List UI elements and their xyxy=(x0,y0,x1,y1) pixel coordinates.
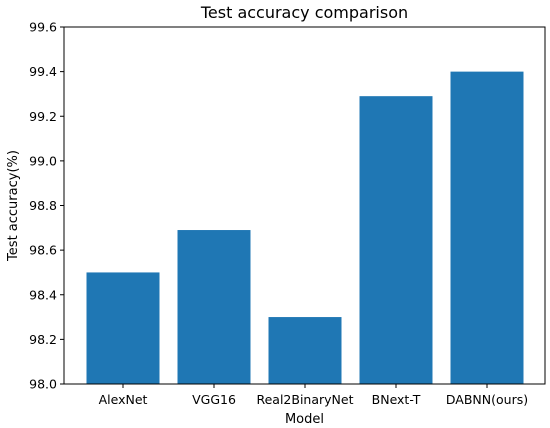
x-axis-ticks: AlexNet VGG16 Real2BinaryNet BNext-T DABNN(o… xyxy=(99,384,528,407)
y-tick-label: 99.0 xyxy=(29,153,57,168)
bar-dabnn-ours xyxy=(450,71,524,384)
chart-title: Test accuracy comparison xyxy=(200,3,408,22)
bar-alexnet xyxy=(86,272,160,384)
y-tick-label: 98.6 xyxy=(29,243,57,258)
x-tick-label: DABNN(ours) xyxy=(446,392,528,407)
y-tick-label: 99.2 xyxy=(29,109,57,124)
y-tick-label: 98.0 xyxy=(29,377,57,392)
x-tick-label: VGG16 xyxy=(192,392,236,407)
y-tick-label: 98.2 xyxy=(29,332,57,347)
y-tick-label: 98.4 xyxy=(29,287,57,302)
y-tick-label: 98.8 xyxy=(29,198,57,213)
bar-vgg16 xyxy=(177,230,251,384)
y-tick-label: 99.4 xyxy=(29,64,57,79)
bar-real2binarynet xyxy=(268,317,342,384)
bars-group xyxy=(86,71,524,384)
y-tick-label: 99.6 xyxy=(29,20,57,35)
plot-frame xyxy=(63,26,546,385)
x-tick-label: AlexNet xyxy=(99,392,148,407)
y-axis-label: Test accuracy(%) xyxy=(6,150,21,262)
y-axis-ticks: 98.0 98.2 98.4 98.6 98.8 99.0 99.2 99.4 99.6 xyxy=(29,20,64,392)
x-tick-label: Real2BinaryNet xyxy=(256,392,353,407)
x-tick-label: BNext-T xyxy=(372,392,421,407)
bar-bnext-t xyxy=(359,96,433,384)
x-axis-label: Model xyxy=(285,412,324,427)
